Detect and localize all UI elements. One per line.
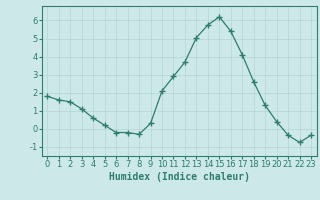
X-axis label: Humidex (Indice chaleur): Humidex (Indice chaleur) bbox=[109, 172, 250, 182]
